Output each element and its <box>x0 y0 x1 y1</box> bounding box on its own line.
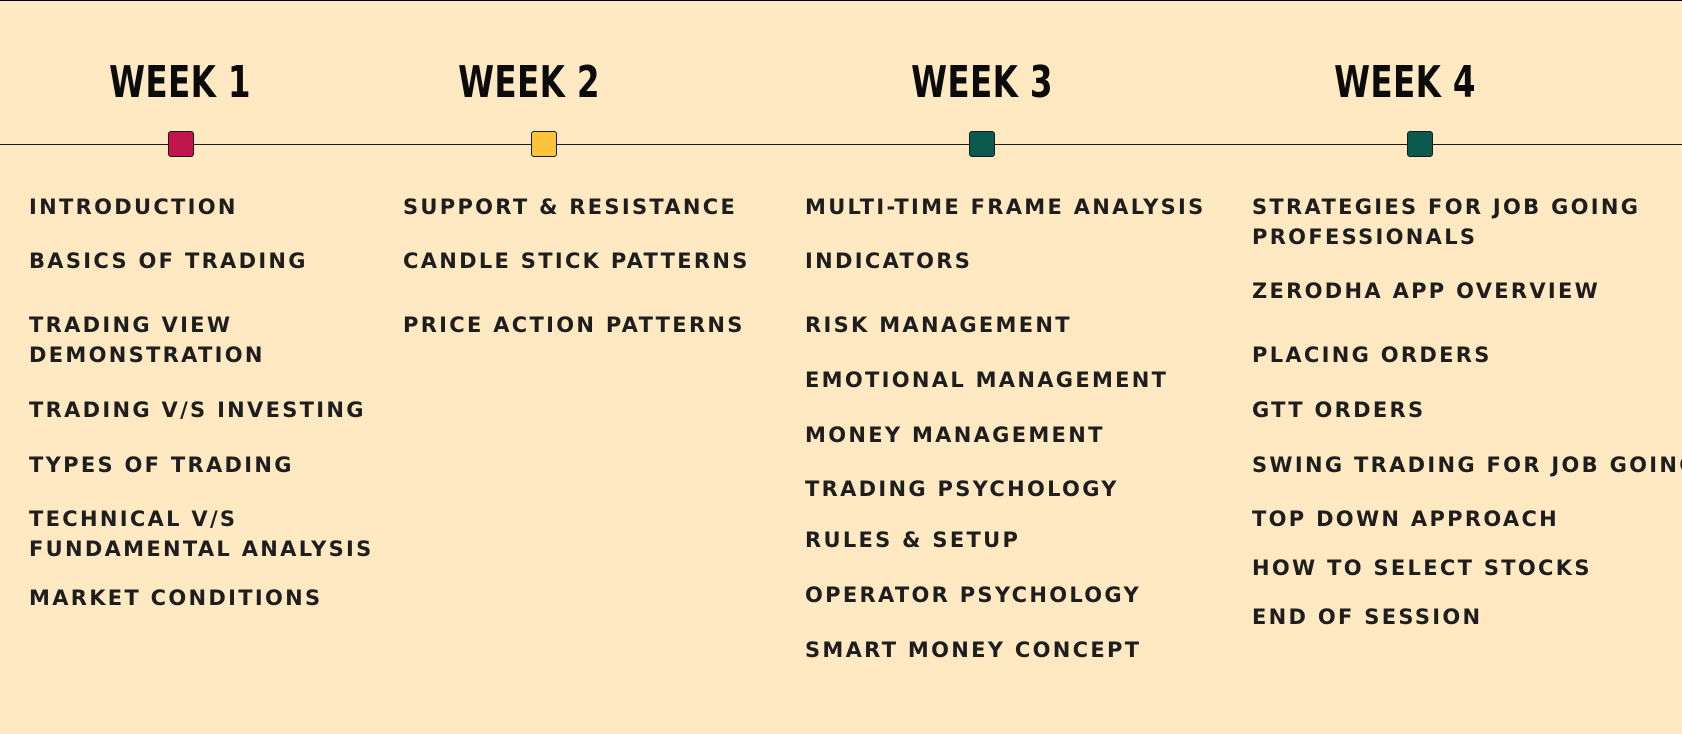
week-1-topic: MARKET CONDITIONS <box>29 586 323 610</box>
week-4-topic: PLACING ORDERS <box>1252 343 1492 367</box>
week-1-topic: INTRODUCTION <box>29 195 238 219</box>
week-4-heading: WEEK 4 <box>1334 57 1476 108</box>
week-3-topic: INDICATORS <box>805 249 973 273</box>
week-3-topic: RISK MANAGEMENT <box>805 313 1072 337</box>
week-1-topic: TECHNICAL V/S <box>29 507 238 531</box>
week-1-topic: BASICS OF TRADING <box>29 249 308 273</box>
week-4-topic: ZERODHA APP OVERVIEW <box>1252 279 1601 303</box>
week-3-topic: MONEY MANAGEMENT <box>805 423 1105 447</box>
week-2-heading: WEEK 2 <box>458 57 600 108</box>
week-4-topic: STRATEGIES FOR JOB GOING <box>1252 195 1641 219</box>
week-4-topic: HOW TO SELECT STOCKS <box>1252 556 1592 580</box>
week-4-marker <box>1407 131 1433 157</box>
week-1-heading: WEEK 1 <box>109 57 251 108</box>
week-1-topic: DEMONSTRATION <box>29 343 265 367</box>
week-4-topic: TOP DOWN APPROACH <box>1252 507 1560 531</box>
week-3-topic: MULTI-TIME FRAME ANALYSIS <box>805 195 1206 219</box>
week-3-marker <box>969 131 995 157</box>
week-3-topic: OPERATOR PSYCHOLOGY <box>805 583 1142 607</box>
week-2-marker <box>531 131 557 157</box>
week-1-topic: TRADING V/S INVESTING <box>29 398 366 422</box>
week-3-topic: TRADING PSYCHOLOGY <box>805 477 1119 501</box>
week-2-topic: PRICE ACTION PATTERNS <box>403 313 745 337</box>
week-4-topic: PROFESSIONALS <box>1252 225 1478 249</box>
week-4-topic: END OF SESSION <box>1252 605 1483 629</box>
week-1-topic: FUNDAMENTAL ANALYSIS <box>29 537 374 561</box>
week-1-topic: TRADING VIEW <box>29 313 233 337</box>
week-3-topic: SMART MONEY CONCEPT <box>805 638 1142 662</box>
week-2-topic: CANDLE STICK PATTERNS <box>403 249 750 273</box>
week-3-topic: EMOTIONAL MANAGEMENT <box>805 368 1169 392</box>
timeline-line <box>0 144 1682 145</box>
week-1-topic: TYPES OF TRADING <box>29 453 294 477</box>
week-3-topic: RULES & SETUP <box>805 528 1021 552</box>
week-4-topic: SWING TRADING FOR JOB GOING <box>1252 453 1682 477</box>
week-4-topic: GTT ORDERS <box>1252 398 1426 422</box>
week-2-topic: SUPPORT & RESISTANCE <box>403 195 738 219</box>
week-1-marker <box>168 131 194 157</box>
week-3-heading: WEEK 3 <box>911 57 1053 108</box>
